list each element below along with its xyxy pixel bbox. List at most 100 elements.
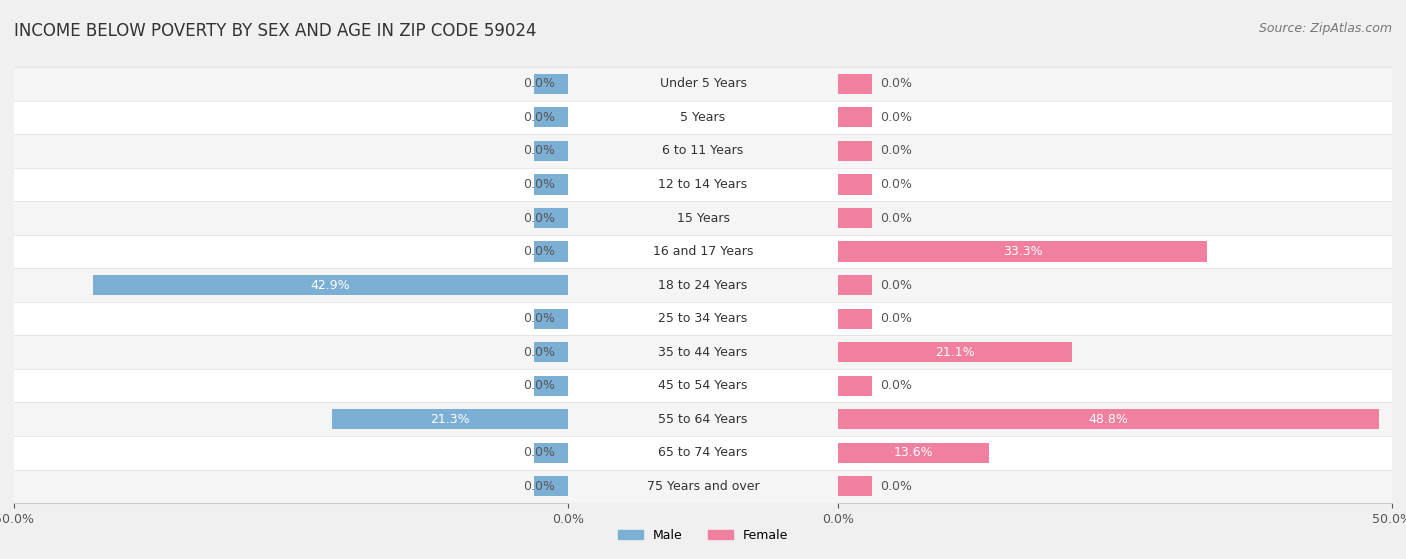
Bar [14,436,568,470]
Text: 21.1%: 21.1% [935,345,974,359]
Bar [534,241,568,262]
Bar [534,208,568,228]
Bar [838,74,872,94]
Text: Under 5 Years: Under 5 Years [659,77,747,91]
Text: 0.0%: 0.0% [523,178,555,191]
Bar [838,141,872,161]
Text: 55 to 64 Years: 55 to 64 Years [658,413,748,426]
Text: Source: ZipAtlas.com: Source: ZipAtlas.com [1258,22,1392,35]
Bar [838,235,1392,268]
Bar [534,174,568,195]
Text: 18 to 24 Years: 18 to 24 Years [658,278,748,292]
Bar [568,302,838,335]
Text: 0.0%: 0.0% [523,345,555,359]
Text: 0.0%: 0.0% [880,379,912,392]
Text: 0.0%: 0.0% [523,245,555,258]
Bar [838,369,1392,402]
Bar [838,402,1392,436]
Text: 0.0%: 0.0% [880,77,912,91]
Bar [838,409,1379,429]
Bar [838,101,1392,134]
Text: 0.0%: 0.0% [523,480,555,493]
Text: 42.9%: 42.9% [311,278,350,292]
Bar [14,470,568,503]
Bar [838,302,1392,335]
Text: 5 Years: 5 Years [681,111,725,124]
Bar [838,309,872,329]
Bar [838,67,1392,101]
Bar [838,134,1392,168]
Bar [568,235,838,268]
Bar [568,168,838,201]
Bar [568,101,838,134]
Bar [838,335,1392,369]
Text: 33.3%: 33.3% [1002,245,1042,258]
Bar [568,335,838,369]
Bar [14,369,568,402]
Text: 48.8%: 48.8% [1088,413,1129,426]
Bar [534,141,568,161]
Text: 0.0%: 0.0% [523,379,555,392]
Text: 13.6%: 13.6% [894,446,934,459]
Text: 65 to 74 Years: 65 to 74 Years [658,446,748,459]
Text: 25 to 34 Years: 25 to 34 Years [658,312,748,325]
Legend: Male, Female: Male, Female [613,524,793,547]
Text: 0.0%: 0.0% [523,312,555,325]
Bar [838,168,1392,201]
Bar [838,208,872,228]
Bar [534,342,568,362]
Bar [568,268,838,302]
Bar [14,101,568,134]
Bar [568,134,838,168]
Bar [568,470,838,503]
Text: 0.0%: 0.0% [523,77,555,91]
Text: 0.0%: 0.0% [523,111,555,124]
Text: 0.0%: 0.0% [523,446,555,459]
Bar [14,235,568,268]
Text: 6 to 11 Years: 6 to 11 Years [662,144,744,158]
Text: 0.0%: 0.0% [880,144,912,158]
Bar [568,436,838,470]
Bar [838,376,872,396]
Bar [838,436,1392,470]
Bar [534,309,568,329]
Text: 0.0%: 0.0% [880,278,912,292]
Text: 0.0%: 0.0% [523,144,555,158]
Text: 0.0%: 0.0% [523,211,555,225]
Bar [534,376,568,396]
Bar [838,268,1392,302]
Text: 45 to 54 Years: 45 to 54 Years [658,379,748,392]
Bar [14,201,568,235]
Bar [14,168,568,201]
Text: 35 to 44 Years: 35 to 44 Years [658,345,748,359]
Text: 21.3%: 21.3% [430,413,470,426]
Bar [534,443,568,463]
Text: INCOME BELOW POVERTY BY SEX AND AGE IN ZIP CODE 59024: INCOME BELOW POVERTY BY SEX AND AGE IN Z… [14,22,537,40]
Text: 12 to 14 Years: 12 to 14 Years [658,178,748,191]
Bar [568,369,838,402]
Text: 0.0%: 0.0% [880,211,912,225]
Text: 15 Years: 15 Years [676,211,730,225]
Bar [568,201,838,235]
Bar [14,268,568,302]
Text: 0.0%: 0.0% [880,480,912,493]
Bar [838,476,872,496]
Bar [838,201,1392,235]
Bar [838,342,1071,362]
Bar [838,470,1392,503]
Bar [838,107,872,127]
Bar [568,67,838,101]
Bar [14,67,568,101]
Bar [838,443,988,463]
Bar [14,134,568,168]
Text: 0.0%: 0.0% [880,111,912,124]
Bar [568,402,838,436]
Text: 0.0%: 0.0% [880,312,912,325]
Bar [332,409,568,429]
Bar [838,275,872,295]
Bar [534,74,568,94]
Bar [93,275,568,295]
Bar [14,335,568,369]
Bar [838,241,1206,262]
Text: 0.0%: 0.0% [880,178,912,191]
